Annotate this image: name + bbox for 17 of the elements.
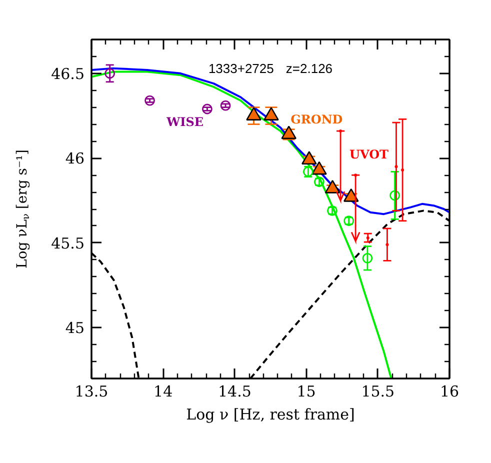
series-label: GROND — [290, 112, 343, 127]
annotation: z=2.126 — [286, 61, 333, 76]
annotation: 1333+2725 — [208, 61, 274, 76]
y-axis-title: Log νLν [erg s⁻¹] — [14, 150, 32, 268]
y-tick-label: 46.5 — [51, 64, 85, 83]
y-tick-label: 46 — [65, 150, 85, 168]
x-tick-label: 13.5 — [74, 382, 108, 400]
x-axis-title: Log ν [Hz, rest frame] — [186, 406, 355, 424]
y-tick-label: 45 — [65, 319, 85, 338]
y-tick-label: 45.5 — [51, 234, 85, 252]
x-tick-label: 15.5 — [361, 382, 395, 400]
x-tick-label: 14.5 — [218, 382, 252, 400]
x-tick-label: 16 — [440, 382, 460, 400]
x-tick-label: 14 — [154, 382, 173, 400]
series-label: UVOT — [350, 148, 389, 162]
x-tick-label: 15 — [296, 382, 316, 400]
series-label: WISE — [166, 115, 204, 130]
